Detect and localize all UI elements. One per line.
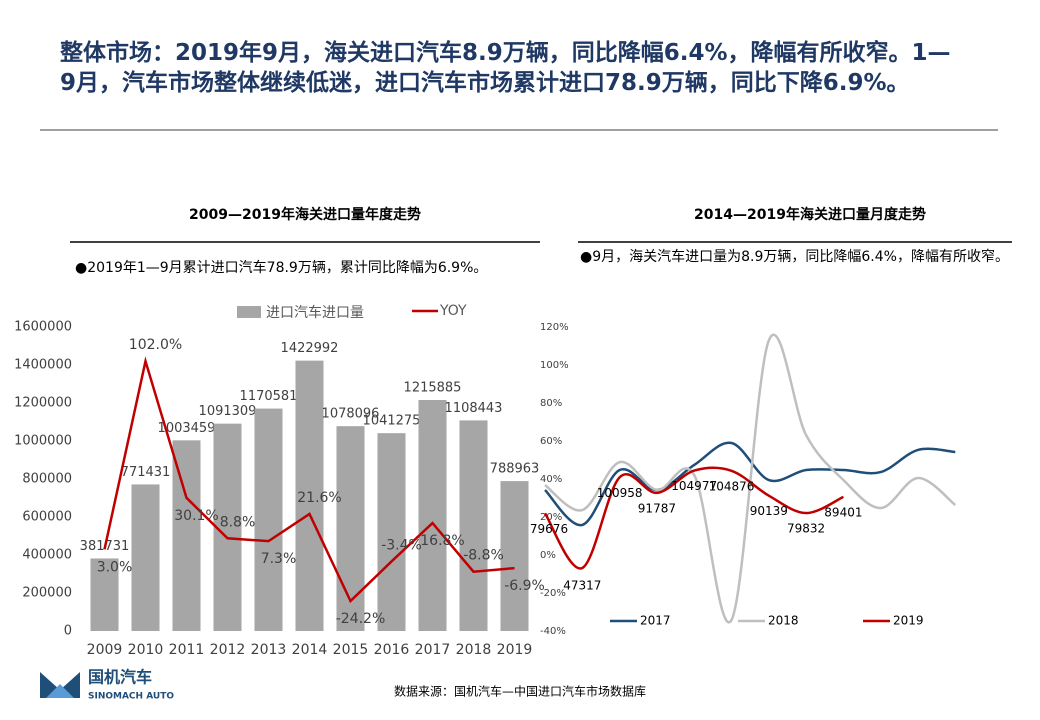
yoy-line (103, 356, 515, 604)
x-tick-label: 2011 (169, 642, 205, 658)
bar-label: 1108443 (445, 401, 503, 416)
y2-tick-label: 100% (540, 360, 569, 371)
y2-tick-label: -20% (540, 588, 566, 599)
yoy-label: 16.8% (420, 533, 464, 549)
y-tick-label: 400000 (22, 548, 72, 563)
bar (459, 420, 488, 631)
bar-label: 1078096 (322, 407, 380, 422)
y2-tick-label: 20% (540, 512, 562, 523)
series-line (544, 333, 957, 624)
data-label: 79676 (530, 522, 568, 536)
y-tick-label: 0 (64, 624, 72, 639)
yoy-label: -3.4% (381, 537, 422, 553)
logo-name: 国机汽车 (88, 668, 152, 687)
bar (418, 399, 447, 631)
y-tick-label: 1200000 (14, 396, 72, 411)
data-label: 79832 (787, 522, 825, 536)
legend-label: 2019 (893, 614, 924, 628)
bar-label: 1422992 (281, 341, 339, 356)
x-tick-label: 2014 (292, 642, 328, 658)
data-label: 100958 (597, 486, 643, 500)
bar (254, 408, 283, 631)
bar-label: 788963 (490, 462, 540, 477)
yoy-label: 21.6% (297, 490, 341, 506)
legend-label: 进口汽车进口量 (266, 304, 364, 321)
series-line (543, 466, 844, 570)
chart2-title: 2014—2019年海关进口量月度走势 (694, 206, 926, 223)
headline: 整体市场：2019年9月，海关进口汽车8.9万辆，同比降幅6.4%，降幅有所收窄… (60, 40, 951, 96)
bar-label: 1003459 (158, 421, 216, 436)
bar-label: 771431 (121, 465, 171, 480)
bar (336, 426, 365, 631)
y2-tick-label: 60% (540, 436, 562, 447)
y-tick-label: 200000 (22, 586, 72, 601)
yoy-label: -24.2% (336, 611, 386, 627)
y-tick-label: 1600000 (14, 320, 72, 335)
x-tick-label: 2012 (210, 642, 246, 658)
bar-label: 1170581 (240, 389, 298, 404)
bar-label: 1091309 (199, 404, 257, 419)
data-label: 90139 (750, 504, 788, 518)
data-label: 91787 (638, 501, 676, 515)
series-line (544, 441, 956, 527)
x-tick-label: 2018 (456, 642, 492, 658)
bar (295, 360, 324, 631)
yoy-label: 7.3% (261, 551, 297, 567)
logo-icon-inner (46, 684, 74, 698)
y2-tick-label: -40% (540, 626, 566, 637)
y2-tick-label: 80% (540, 398, 562, 409)
chart1-title: 2009—2019年海关进口量年度走势 (189, 206, 421, 223)
yoy-label: 3.0% (97, 559, 133, 575)
y2-tick-label: 0% (540, 550, 556, 561)
chart2-subtitle: ●9月，海关汽车进口量为8.9万辆，同比降幅6.4%，降幅有所收窄。 (580, 249, 1009, 265)
bar (90, 558, 119, 631)
data-label: 104977 (671, 479, 717, 493)
data-label: 89401 (824, 505, 862, 519)
yoy-label: -6.9% (504, 578, 545, 594)
chart2-subtitle-box: ●9月，海关汽车进口量为8.9万辆，同比降幅6.4%，降幅有所收窄。 (580, 249, 1009, 265)
x-tick-label: 2017 (415, 642, 451, 658)
bar-label: 1215885 (404, 380, 462, 395)
yoy-label: 8.8% (220, 514, 256, 530)
yoy-label: 30.1% (174, 508, 218, 524)
y-tick-label: 600000 (22, 510, 72, 525)
yoy-label: -8.8% (463, 548, 504, 564)
x-tick-label: 2010 (128, 642, 164, 658)
y-tick-label: 1000000 (14, 434, 72, 449)
logo-icon (40, 672, 80, 698)
x-tick-label: 2013 (251, 642, 287, 658)
bar (500, 481, 529, 631)
yoy-label: 102.0% (129, 337, 182, 353)
data-label: 47317 (563, 578, 601, 592)
y-tick-label: 1400000 (14, 358, 72, 373)
legend-label: 2017 (640, 614, 671, 628)
y2-tick-label: 40% (540, 474, 562, 485)
x-tick-label: 2015 (333, 642, 369, 658)
y-tick-label: 800000 (22, 472, 72, 487)
x-tick-label: 2016 (374, 642, 410, 658)
bar (172, 440, 201, 631)
legend-swatch (237, 306, 261, 318)
chart1-subtitle: ●2019年1—9月累计进口汽车78.9万辆，累计同比降幅为6.9%。 (75, 259, 487, 276)
bar (377, 433, 406, 631)
logo-english: SINOMACH AUTO (88, 692, 174, 702)
data-label: 104876 (709, 479, 755, 493)
x-tick-label: 2019 (497, 642, 533, 658)
bar (131, 484, 160, 631)
legend-label: YOY (439, 303, 467, 319)
bar-label: 1041275 (363, 414, 421, 429)
x-tick-label: 2009 (87, 642, 123, 658)
legend-label: 2018 (768, 614, 799, 628)
source: 数据来源：国机汽车—中国进口汽车市场数据库 (394, 684, 646, 699)
y2-tick-label: 120% (540, 322, 569, 333)
